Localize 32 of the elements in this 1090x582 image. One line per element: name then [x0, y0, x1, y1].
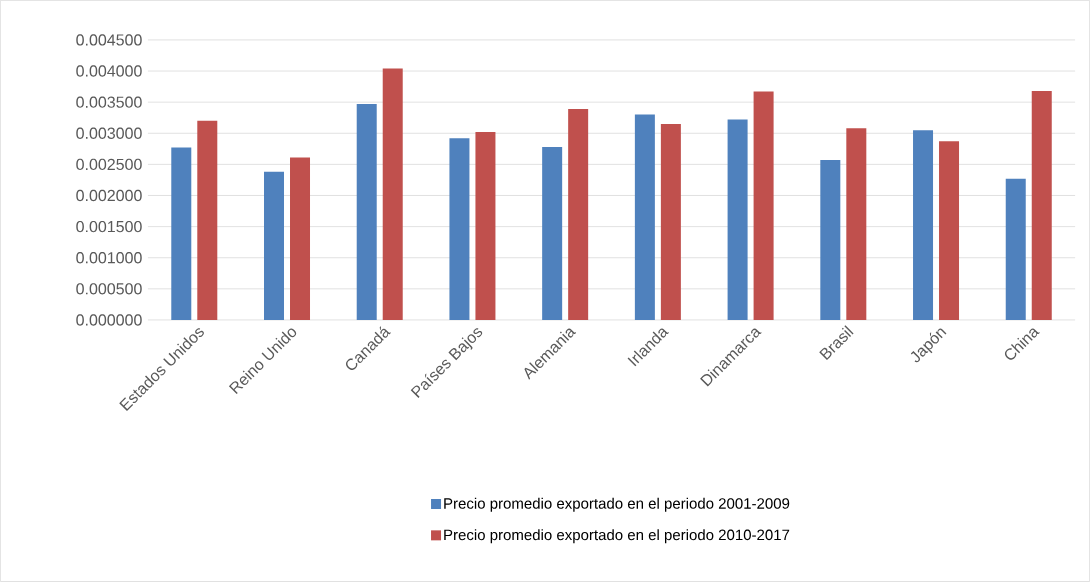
bar	[264, 171, 284, 321]
y-tick-label: 0.003000	[76, 127, 142, 139]
y-tick-label: 0.002500	[76, 158, 142, 171]
bar	[171, 147, 192, 321]
bar	[660, 123, 681, 321]
bar	[939, 141, 960, 321]
bar	[913, 130, 934, 321]
bar	[1005, 178, 1026, 321]
y-tick-label: 0.003500	[76, 96, 142, 108]
bar	[727, 119, 748, 321]
y-tick-label: 0.001500	[76, 221, 142, 233]
y-tick-label: 0.000500	[76, 283, 142, 295]
bar	[753, 91, 774, 321]
bar	[449, 138, 470, 321]
bar	[290, 157, 311, 321]
y-tick-label: 0.004500	[76, 34, 142, 46]
bar	[568, 109, 589, 321]
y-tick-label: 0.001000	[76, 252, 142, 264]
bar	[1031, 90, 1052, 321]
y-tick-label: 0.002000	[76, 189, 142, 202]
bar	[634, 114, 655, 321]
y-tick-label: 0.000000	[76, 314, 142, 326]
legend-label: Precio promedio exportado en el periodo 2001-2009	[444, 497, 790, 512]
bar	[820, 160, 841, 321]
bar	[356, 104, 377, 321]
bar	[382, 68, 403, 321]
legend-label: Precio promedio exportado en el periodo 2010-2017	[444, 529, 790, 544]
bar	[475, 132, 496, 321]
bar	[846, 128, 867, 321]
bar	[197, 120, 218, 321]
bar	[542, 147, 563, 321]
y-tick-label: 0.004000	[76, 65, 142, 77]
